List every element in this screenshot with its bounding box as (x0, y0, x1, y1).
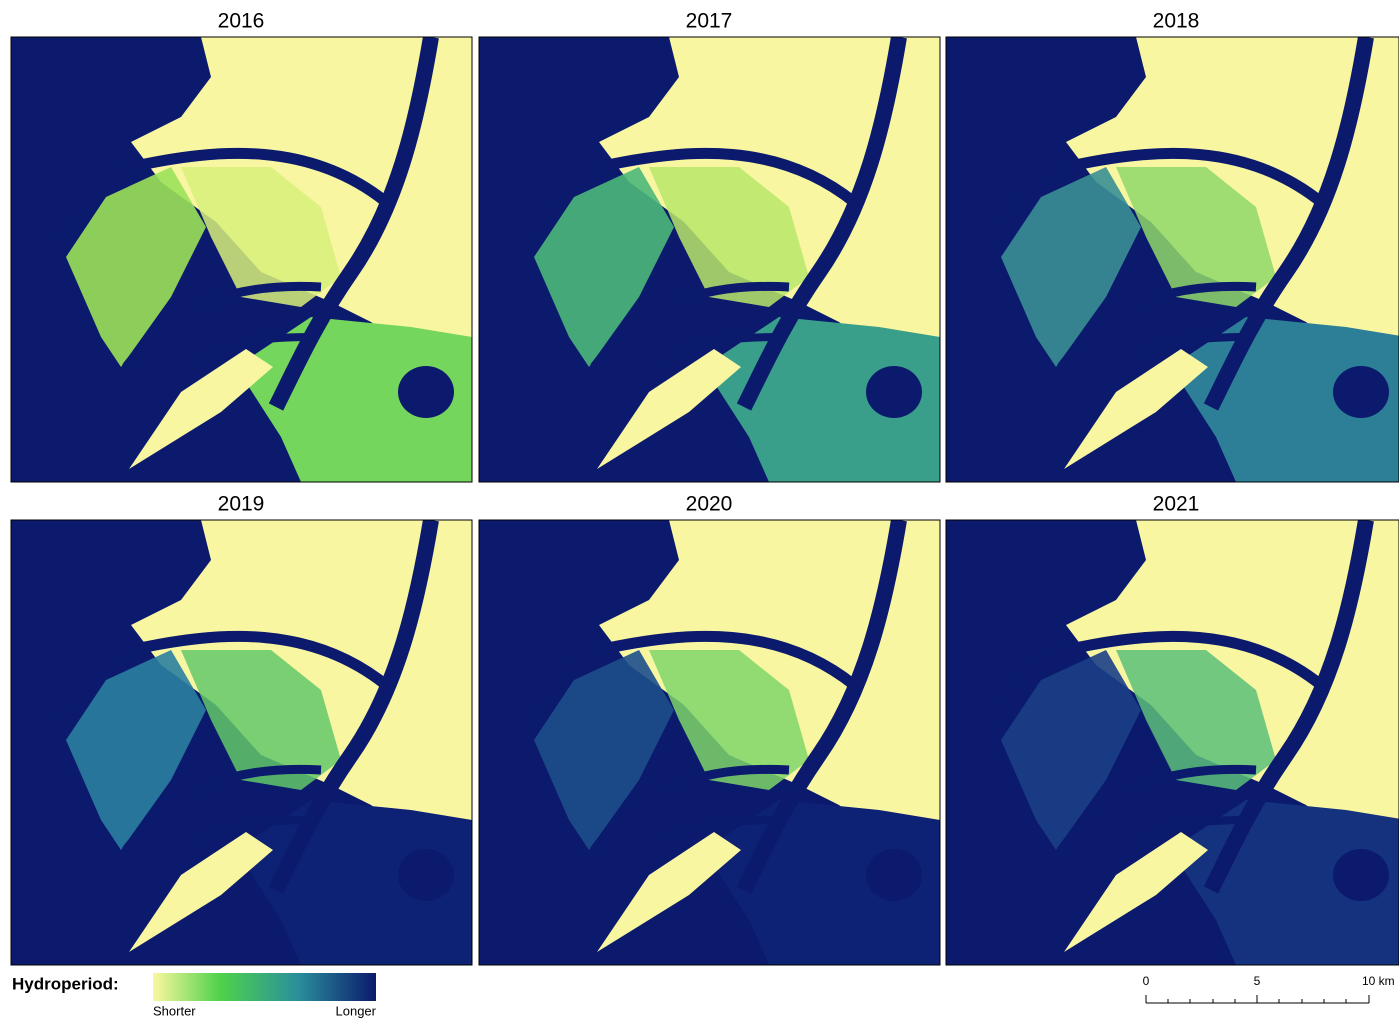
scale-bar (1146, 995, 1369, 1003)
map-panel (479, 37, 940, 482)
lake (398, 366, 454, 418)
scale-label: 10 km (1362, 974, 1395, 988)
legend-gradient (153, 973, 376, 1001)
figure: Hydroperiod: Shorter Longer 0 5 10 km 20… (0, 0, 1399, 1020)
lake (866, 366, 922, 418)
panel-title: 2018 (1153, 10, 1200, 33)
legend-high-label: Longer (336, 1003, 377, 1018)
panel-title: 2021 (1153, 493, 1200, 516)
scale-label: 0 (1143, 974, 1150, 988)
map-panel (946, 37, 1399, 482)
panel-title: 2016 (218, 10, 265, 33)
lake (1333, 849, 1389, 901)
map-panel (11, 520, 472, 965)
legend-title: Hydroperiod: (12, 974, 119, 993)
map-panel (479, 520, 940, 965)
lake (398, 849, 454, 901)
panel-title: 2020 (686, 493, 733, 516)
panel-title: 2017 (686, 10, 733, 33)
map-panel (11, 37, 472, 482)
scale-label: 5 (1254, 974, 1261, 988)
lake (1333, 366, 1389, 418)
legend-low-label: Shorter (153, 1003, 196, 1018)
map-panel (946, 520, 1399, 965)
lake (866, 849, 922, 901)
panel-title: 2019 (218, 493, 265, 516)
